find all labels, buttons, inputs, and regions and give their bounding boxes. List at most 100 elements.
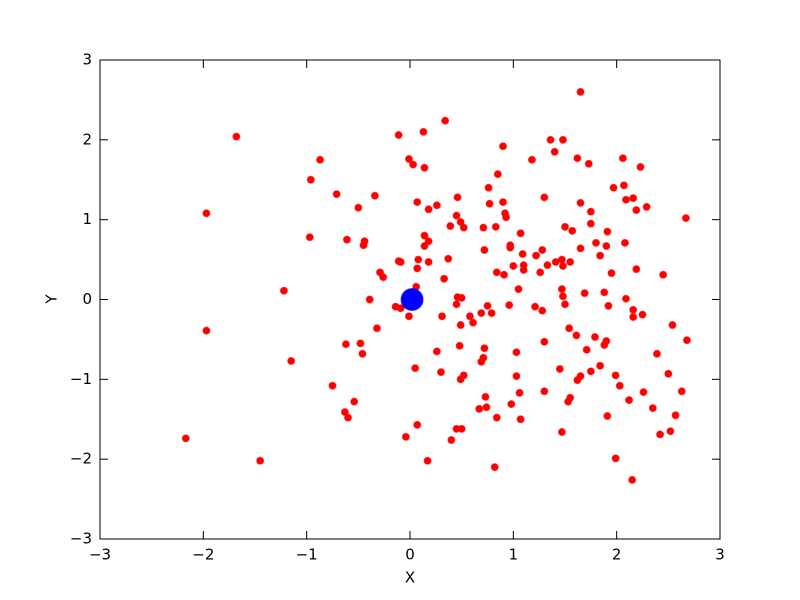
point — [538, 246, 547, 255]
point — [540, 193, 549, 202]
point — [370, 191, 379, 200]
point — [432, 347, 441, 356]
plot-frame — [99, 59, 721, 540]
y-tick-label: 3 — [82, 51, 92, 69]
point — [628, 475, 637, 484]
point — [586, 207, 595, 216]
point — [561, 300, 569, 309]
point — [677, 387, 686, 396]
point — [629, 305, 638, 314]
point — [509, 261, 518, 270]
point — [423, 456, 432, 465]
point — [202, 326, 211, 335]
point — [328, 381, 337, 390]
x-tick-label: 1 — [509, 546, 519, 564]
point — [532, 251, 541, 260]
point — [401, 432, 410, 441]
point — [638, 310, 647, 319]
point — [592, 238, 600, 247]
point — [536, 268, 545, 277]
point — [452, 300, 461, 309]
point — [568, 226, 577, 235]
point — [400, 288, 424, 311]
point — [668, 321, 677, 330]
point — [607, 269, 616, 278]
point — [446, 222, 455, 231]
point — [543, 261, 552, 270]
point — [582, 345, 591, 354]
point — [394, 131, 403, 140]
point — [455, 341, 464, 350]
point — [632, 206, 641, 215]
point — [590, 333, 599, 342]
point — [500, 270, 509, 279]
y-tick-label: −3 — [70, 530, 92, 548]
point — [600, 288, 609, 297]
point — [596, 251, 605, 260]
point — [512, 348, 521, 357]
point — [514, 285, 523, 294]
point — [519, 265, 528, 274]
point — [420, 242, 429, 251]
point — [419, 127, 428, 136]
point — [652, 349, 661, 358]
point — [477, 357, 486, 366]
x-tick-label: −1 — [296, 546, 318, 564]
point — [409, 160, 418, 169]
point — [350, 397, 359, 406]
point — [492, 413, 501, 422]
y-tick-label: −2 — [70, 450, 92, 468]
point — [611, 454, 620, 463]
point — [441, 116, 450, 125]
point — [561, 222, 569, 231]
point — [469, 318, 478, 327]
point — [538, 306, 547, 315]
point — [620, 238, 629, 247]
point — [505, 301, 514, 310]
y-axis-label: Y — [43, 294, 61, 305]
point — [481, 392, 490, 401]
point — [483, 301, 492, 310]
point — [546, 135, 555, 144]
point — [354, 203, 363, 212]
point — [632, 265, 641, 274]
point — [475, 404, 484, 413]
point — [420, 163, 429, 172]
point — [482, 403, 491, 412]
point — [480, 344, 489, 353]
point — [456, 375, 465, 384]
point — [413, 420, 422, 429]
point — [565, 324, 574, 333]
point — [576, 87, 585, 96]
point — [492, 268, 501, 277]
point — [619, 181, 628, 190]
point — [603, 227, 612, 236]
x-tick-label: 3 — [715, 546, 725, 564]
point — [404, 154, 413, 163]
point — [499, 198, 507, 207]
point — [232, 132, 241, 141]
point — [305, 233, 314, 242]
point — [604, 301, 613, 310]
point — [609, 183, 618, 192]
point — [459, 223, 468, 232]
point — [515, 388, 524, 397]
x-axis-label: X — [405, 569, 415, 587]
point — [444, 254, 453, 263]
point — [629, 313, 638, 322]
point — [332, 190, 341, 199]
point — [420, 231, 429, 240]
y-tick-label: 2 — [82, 130, 92, 148]
point — [491, 222, 500, 231]
point — [621, 195, 630, 204]
point — [666, 427, 675, 436]
point — [621, 294, 630, 303]
point — [648, 404, 657, 413]
point — [555, 364, 564, 373]
point — [457, 424, 466, 433]
point — [558, 135, 567, 144]
point — [629, 194, 638, 203]
point — [396, 304, 405, 313]
point — [502, 213, 511, 222]
